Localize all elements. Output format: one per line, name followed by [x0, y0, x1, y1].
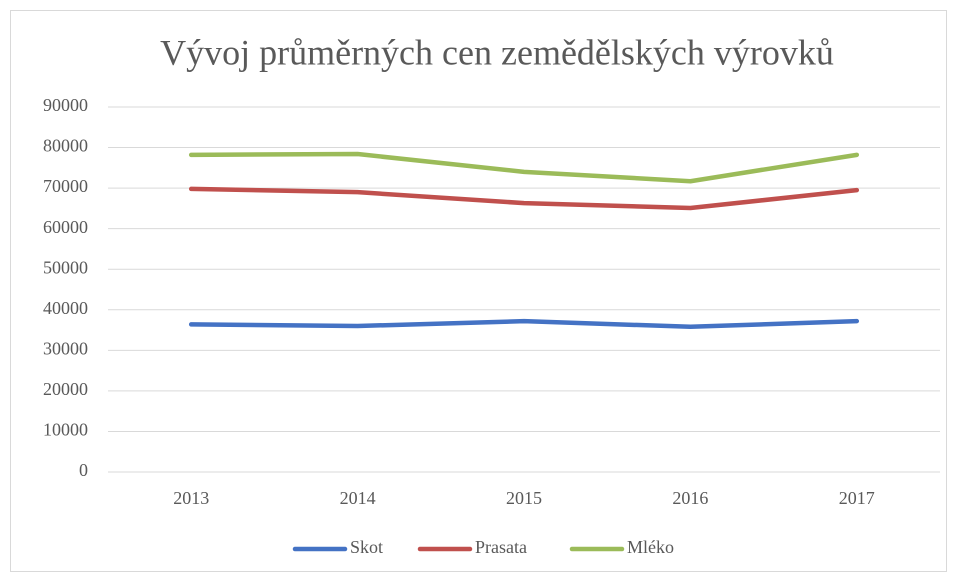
chart-title: Vývoj průměrných cen zemědělských výrovk…: [160, 32, 834, 72]
x-tick-label: 2013: [173, 488, 209, 508]
y-tick-label: 30000: [43, 338, 88, 358]
y-tick-label: 60000: [43, 217, 88, 237]
series-line: [188, 151, 860, 184]
y-tick-label: 10000: [43, 420, 88, 440]
y-tick-label: 0: [79, 460, 88, 480]
y-tick-label: 70000: [43, 176, 88, 196]
series-line: [188, 318, 860, 330]
legend-label: Prasata: [475, 537, 527, 557]
legend-label: Skot: [350, 537, 383, 557]
x-tick-label: 2017: [839, 488, 875, 508]
y-tick-label: 20000: [43, 379, 88, 399]
y-tick-label: 50000: [43, 257, 88, 277]
series-line: [188, 186, 860, 211]
legend-label: Mléko: [627, 537, 674, 557]
x-tick-label: 2015: [506, 488, 542, 508]
chart-border: [10, 10, 947, 572]
y-tick-label: 40000: [43, 298, 88, 318]
x-tick-label: 2014: [340, 488, 376, 508]
x-tick-label: 2016: [672, 488, 708, 508]
y-tick-label: 90000: [43, 95, 88, 115]
y-tick-label: 80000: [43, 136, 88, 156]
